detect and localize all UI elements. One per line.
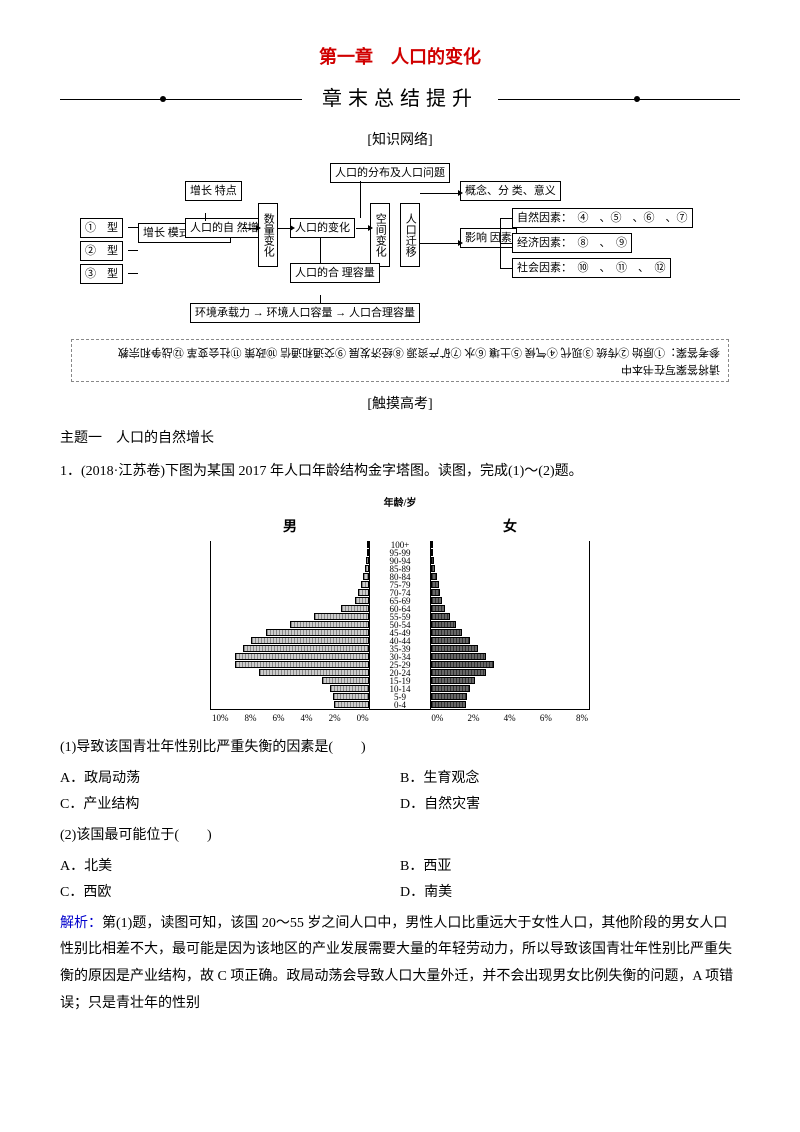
pyramid-row: 0-4: [211, 701, 589, 709]
q1-2-opt-d: D．南美: [400, 880, 740, 907]
answer-prompt: 请将答案写在书本中: [80, 360, 720, 377]
box-social-factors: 社会因素： ⑩ 、 ⑪ 、 ⑫: [512, 258, 671, 278]
box-concept: 概念、分 类、意义: [460, 181, 561, 201]
box-env: 环境承载力 → 环境人口容量 → 人口合理容量: [190, 303, 420, 323]
box-type1: ① 型: [80, 218, 123, 238]
analysis-text: 第(1)题，读图可知，该国 20～55 岁之间人口中，男性人口比重远大于女性人口…: [60, 916, 733, 1011]
section-knowledge-label: [知识网络]: [60, 128, 740, 155]
q1-1: (1)导致该国青壮年性别比严重失衡的因素是( ): [60, 735, 740, 762]
q1-stem: 1．(2018·江苏卷)下图为某国 2017 年人口年龄结构金字塔图。读图，完成…: [60, 459, 740, 486]
q1-1-opt-d: D．自然灾害: [400, 792, 740, 819]
box-spatial: 空间变化: [370, 203, 390, 267]
pyramid-male-label: 男: [210, 515, 370, 542]
answer-line2: 参考答案：①原始 ②传统 ③现代 ④气候 ⑤土壤 ⑥水 ⑦矿产资源 ⑧经济发展 …: [80, 344, 720, 361]
population-pyramid: 年龄/岁 男 女 100+95-9990-9485-8980-8475-7970…: [210, 494, 590, 728]
box-type3: ③ 型: [80, 264, 123, 284]
box-natural-factors: 自然因素： ④ 、⑤ 、⑥ 、⑦: [512, 208, 693, 228]
box-pop-change: 人口的变化: [290, 218, 355, 238]
summary-banner: 章末总结提升: [60, 80, 740, 118]
chapter-title: 第一章 人口的变化: [60, 40, 740, 74]
q1-2-opt-b: B．西亚: [400, 854, 740, 881]
answer-box: 请将答案写在书本中 参考答案：①原始 ②传统 ③现代 ④气候 ⑤土壤 ⑥水 ⑦矿…: [71, 339, 729, 382]
pyramid-female-label: 女: [430, 515, 590, 542]
banner-text: 章末总结提升: [302, 80, 498, 118]
q1-1-opt-b: B．生育观念: [400, 766, 740, 793]
box-capacity: 人口的合 理容量: [290, 263, 380, 283]
pyramid-xaxis: 10%8%6%4%2%0% 0%2%4%6%8%: [210, 710, 590, 727]
q1-1-opt-a: A．政局动荡: [60, 766, 400, 793]
concept-map: 人口的分布及人口问题 增长 特点 ① 型 ② 型 ③ 型 增长 模式 及转变 人…: [80, 163, 720, 333]
q1-2-opt-c: C．西欧: [60, 880, 400, 907]
q1-2: (2)该国最可能位于( ): [60, 823, 740, 850]
box-factors: 影响 因素: [460, 228, 517, 248]
box-growth-feature: 增长 特点: [185, 181, 242, 201]
q1-1-opt-c: C．产业结构: [60, 792, 400, 819]
box-qty-change: 数量变化: [258, 203, 278, 267]
analysis: 解析：第(1)题，读图可知，该国 20～55 岁之间人口中，男性人口比重远大于女…: [60, 911, 740, 1017]
section-touch-label: [触摸高考]: [60, 392, 740, 419]
box-type2: ② 型: [80, 241, 123, 261]
q1-2-opt-a: A．北美: [60, 854, 400, 881]
box-distribution: 人口的分布及人口问题: [330, 163, 450, 183]
topic-1: 主题一 人口的自然增长: [60, 426, 740, 453]
pyramid-title: 年龄/岁: [210, 494, 590, 513]
analysis-label: 解析：: [60, 916, 102, 931]
box-econ-factors: 经济因素： ⑧ 、 ⑨: [512, 233, 632, 253]
box-migration: 人口迁移: [400, 203, 420, 267]
